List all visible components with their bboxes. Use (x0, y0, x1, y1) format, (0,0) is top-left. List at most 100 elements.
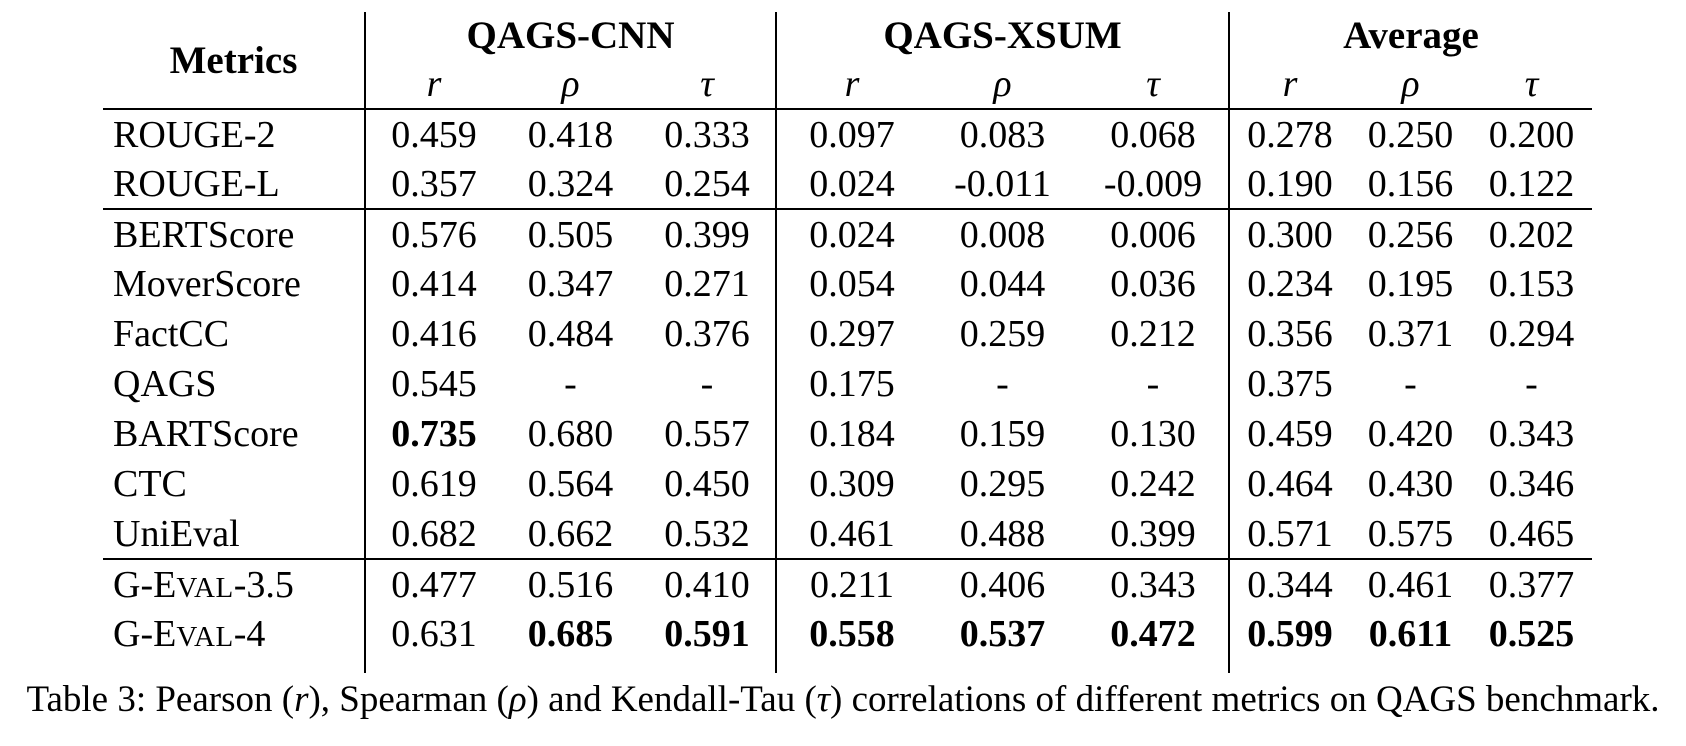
value-cell: 0.631 (391, 613, 477, 655)
value-cell: 0.024 (809, 162, 895, 205)
value-cell: 0.464 (1247, 463, 1333, 505)
value-cell: 0.097 (809, 113, 895, 156)
value-cell: 0.159 (959, 413, 1046, 455)
value-cell: 0.525 (1488, 613, 1575, 655)
value-cell: 0.324 (527, 162, 614, 205)
value-cell: 0.184 (809, 413, 895, 455)
table-row: BERTScore 0.576 0.505 0.399 0.024 0.008 0.006 0… (103, 209, 1592, 259)
value-cell: - (1525, 363, 1538, 405)
subcol-rho: ρ (993, 62, 1012, 105)
value-cell: 0.356 (1247, 313, 1333, 355)
table-caption: Table 3: Pearson (r), Spearman (ρ) and K… (0, 678, 1686, 721)
value-cell: 0.410 (639, 559, 777, 609)
value-cell: 0.472 (1078, 609, 1230, 659)
correlation-table: Metrics QAGS-CNN QAGS-XSUM Average r ρ τ… (103, 12, 1592, 673)
caption-math-symbol: τ (816, 679, 831, 720)
value-cell: 0.195 (1367, 263, 1454, 305)
value-cell: 0.619 (391, 463, 477, 505)
value-cell: 0.461 (809, 512, 895, 555)
value-cell: 0.558 (809, 613, 895, 655)
value-cell: 0.477 (391, 563, 477, 606)
value-cell: 0.416 (391, 313, 477, 355)
value-cell: -0.011 (954, 162, 1051, 205)
table-row: MoverScore 0.414 0.347 0.271 0.054 0.044 0.036… (103, 259, 1592, 309)
value-cell: 0.375 (1247, 363, 1333, 405)
row-group-geval: G-EVAL-3.5 0.477 0.516 0.410 0.211 0.406 0.343… (103, 559, 1592, 659)
caption-text: ) correlations of different metrics on Q… (830, 679, 1660, 720)
value-cell: 0.430 (1367, 463, 1454, 505)
value-cell: 0.532 (639, 509, 777, 559)
metric-name-text: QAGS (113, 363, 217, 405)
value-cell: 0.346 (1488, 463, 1575, 505)
subcol-r: r (844, 62, 860, 105)
metric-name-text: VAL (176, 571, 234, 604)
value-cell: 0.682 (391, 512, 477, 555)
value-cell: - (996, 363, 1009, 405)
value-cell: 0.259 (959, 313, 1046, 355)
value-cell: 0.557 (639, 409, 777, 459)
value-cell: 0.242 (1078, 459, 1230, 509)
value-cell: 0.044 (959, 263, 1046, 305)
table-row: QAGS 0.545- -0.175- -0.375- - (103, 359, 1592, 409)
value-cell: 0.516 (527, 563, 614, 606)
value-cell: 0.234 (1247, 263, 1333, 305)
subcol-rho: ρ (561, 62, 580, 105)
value-cell: 0.461 (1367, 563, 1454, 606)
subcol-r: r (426, 62, 442, 105)
value-cell: 0.211 (809, 563, 895, 606)
value-cell: 0.488 (959, 512, 1046, 555)
value-cell: 0.377 (1488, 563, 1575, 606)
value-cell: 0.256 (1367, 213, 1454, 256)
value-cell: 0.333 (639, 109, 777, 159)
value-cell: 0.343 (1078, 559, 1230, 609)
metric-name-text: BERTScore (113, 213, 295, 256)
value-cell: 0.357 (391, 162, 477, 205)
caption-math-symbol: r (294, 679, 309, 720)
metric-name-cell: ROUGE-2 (103, 109, 366, 159)
value-cell: 0.300 (1247, 213, 1333, 256)
metric-name-cell: UniEval (103, 509, 366, 559)
value-cell: 0.537 (959, 613, 1046, 655)
subcol-tau: τ (1524, 62, 1539, 105)
value-cell: 0.406 (959, 563, 1046, 606)
group-header-average: Average (1343, 14, 1479, 57)
value-cell: 0.465 (1488, 512, 1575, 555)
subcol-tau: τ (1078, 59, 1230, 109)
value-cell: 0.250 (1367, 113, 1454, 156)
value-cell: 0.297 (809, 313, 895, 355)
value-cell: 0.347 (527, 263, 614, 305)
subcol-tau: τ (639, 59, 777, 109)
metric-name-cell: BERTScore (103, 209, 366, 259)
value-cell: 0.309 (809, 463, 895, 505)
value-cell: -0.009 (1078, 159, 1230, 209)
table-row: G-EVAL-3.5 0.477 0.516 0.410 0.211 0.406 0.343… (103, 559, 1592, 609)
value-cell: 0.685 (527, 613, 614, 655)
value-cell: 0.735 (391, 413, 477, 455)
caption-text: ) and Kendall-Tau ( (526, 679, 817, 720)
value-cell: 0.202 (1488, 213, 1575, 256)
table-row: UniEval 0.682 0.662 0.532 0.461 0.488 0.399 0.5… (103, 509, 1592, 559)
value-cell: 0.399 (639, 209, 777, 259)
value-cell: 0.545 (391, 363, 477, 405)
metric-name-cell: ROUGE-L (103, 159, 366, 209)
value-cell: 0.414 (391, 263, 477, 305)
value-cell: 0.680 (527, 413, 614, 455)
value-cell: 0.662 (527, 512, 614, 555)
metric-name-text: BARTScore (113, 413, 299, 455)
value-cell: 0.459 (1247, 413, 1333, 455)
subcol-r: r (1282, 62, 1298, 105)
value-cell: 0.399 (1078, 509, 1230, 559)
metric-name-cell: G-EVAL-3.5 (103, 559, 366, 609)
metric-name-text: G-E (113, 613, 177, 655)
value-cell: 0.376 (639, 309, 777, 359)
caption-text: ), Spearman ( (308, 679, 509, 720)
metric-name-text: ROUGE-2 (113, 113, 276, 156)
metric-name-cell: MoverScore (103, 259, 366, 309)
value-cell: 0.008 (959, 213, 1046, 256)
value-cell: 0.371 (1367, 313, 1454, 355)
row-group-baselines: ROUGE-2 0.459 0.418 0.333 0.097 0.083 0.068 0.2… (103, 109, 1592, 209)
value-cell: 0.054 (809, 263, 895, 305)
metric-name-text: G-E (113, 563, 177, 606)
value-cell: 0.611 (1368, 613, 1453, 655)
